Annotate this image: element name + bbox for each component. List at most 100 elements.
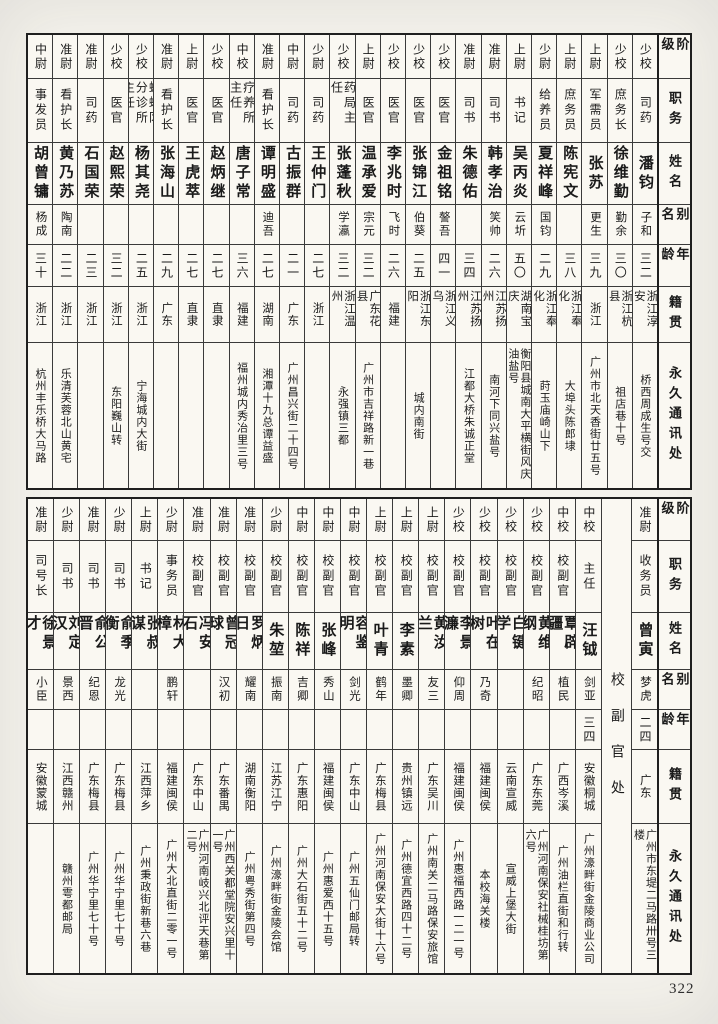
cell-rank: 少校 xyxy=(503,505,518,534)
cell-name: 吴丙炎 xyxy=(506,142,531,204)
cell-alias xyxy=(229,204,254,244)
person-column: 少校 庶务长 徐维勤 勤余 三〇 浙江杭县 祖店巷十号 xyxy=(606,35,632,488)
cell-alias: 吉卿 xyxy=(288,669,314,709)
cell-age xyxy=(53,709,80,749)
cell-name: 黄维纲 xyxy=(523,612,549,669)
cell-address: 大埠头陈郎埭 xyxy=(557,342,582,488)
cell-rank: 准尉 xyxy=(242,505,257,534)
cell-rank: 准尉 xyxy=(260,42,275,71)
cell-origin: 贵州镇远 xyxy=(393,749,419,823)
cell-name: 陈宪文 xyxy=(557,142,582,204)
cell-duty: 司书 xyxy=(80,540,106,612)
cell-alias: 振南 xyxy=(262,669,288,709)
cell-rank: 准尉 xyxy=(461,42,476,71)
cell-origin: 广东惠阳 xyxy=(288,749,314,823)
header-address-label: 永久通讯处 xyxy=(659,342,690,488)
cell-duty: 校副官 xyxy=(184,540,210,612)
person-column: 上尉 军需员 张苏 更生 三九 浙江 广州市北天香街廿五号 xyxy=(581,35,607,488)
cell-address: 广州濠畔街金陵商业公司 xyxy=(575,823,601,973)
cell-rank: 少校 xyxy=(436,42,451,71)
person-column: 少校 医官 赵炳继 二七 直隶 xyxy=(203,35,229,488)
cell-name: 曾寅 xyxy=(631,612,657,669)
cell-rank: 上尉 xyxy=(399,505,414,534)
cell-duty: 司号长 xyxy=(27,540,53,612)
section-title: 校副官处 xyxy=(608,672,624,816)
cell-alias: 乃奇 xyxy=(471,669,497,709)
cell-age: 三六 xyxy=(229,244,254,286)
person-column: 少校 医官 张锦江 伯葵 二五 浙江东阳 城内南街 xyxy=(404,35,431,488)
cell-rank: 上尉 xyxy=(588,42,602,71)
cell-origin: 湖南 xyxy=(254,286,279,342)
cell-age xyxy=(80,709,106,749)
person-column: 少校 司药 潘钧 子和 三二 浙江淳安 桥西周成生号交 xyxy=(631,35,657,488)
cell-origin: 福建闽侯 xyxy=(445,749,471,823)
cell-origin: 广东番禺 xyxy=(210,749,236,823)
cell-name: 朱堃 xyxy=(262,612,288,669)
cell-name: 李兆时 xyxy=(380,142,405,204)
cell-duty: 校副官 xyxy=(523,540,549,612)
cell-duty: 书记 xyxy=(132,540,158,612)
cell-duty: 给养员 xyxy=(531,78,557,142)
roster-table-top: 阶级 职务 姓名 别名 年龄 籍贯 永久通讯处 少校 司药 潘钧 子和 三二 浙江淳安 桥西周成生号交 少校… xyxy=(26,33,692,490)
person-column: 上尉 庶务员 陈宪文 三八 浙江奉化 大埠头陈郎埭 xyxy=(556,35,582,488)
cell-rank: 准尉 xyxy=(86,505,101,534)
cell-age: 四一 xyxy=(431,244,456,286)
person-column: 中校 疗养所主任 唐子常 三六 福建 福州城内秀冶里三号 xyxy=(228,35,254,488)
cell-origin: 云南宣威 xyxy=(497,749,523,823)
cell-address: 广州市北天香街廿五号 xyxy=(582,342,607,488)
cell-origin: 江苏扬州 xyxy=(481,286,506,342)
cell-duty: 校副官 xyxy=(419,540,445,612)
cell-age xyxy=(471,709,497,749)
cell-origin: 浙江淳安 xyxy=(632,286,657,342)
cell-origin: 广东中山 xyxy=(184,749,210,823)
person-column: 中尉 校副官 陈祥 吉卿 广东惠阳 广州大石街五十二号 xyxy=(287,499,314,973)
cell-address: 乐清芙蓉北山黄宅 xyxy=(53,342,78,488)
cell-name: 覃辟疆 xyxy=(549,612,575,669)
cell-duty: 看护长 xyxy=(53,78,78,142)
cell-name: 黄汝兰 xyxy=(419,612,445,669)
cell-alias: 宗元 xyxy=(355,204,380,244)
cell-age xyxy=(314,709,340,749)
cell-alias: 秀山 xyxy=(314,669,340,709)
cell-name: 黄乃苏 xyxy=(53,142,78,204)
cell-age: 二四 xyxy=(631,709,657,749)
cell-address: 湘潭十九总谭益盛 xyxy=(254,342,279,488)
cell-duty: 司药 xyxy=(305,78,330,142)
cell-alias: 剑亚 xyxy=(575,669,601,709)
person-column: 少校 校副官 李景濂 仰周 福建闽侯 广州惠福西路一二一号 xyxy=(444,499,471,973)
cell-name: 王虎萃 xyxy=(179,142,204,204)
cell-alias: 飞时 xyxy=(380,204,405,244)
person-column: 少校蝴蝶冈分诊所主任杨其尧二五浙江宁海城内大街 xyxy=(127,35,153,488)
person-column: 准尉 司号长 徐景才 小臣 安徽蒙城 xyxy=(27,499,53,973)
cell-age xyxy=(236,709,262,749)
cell-origin: 浙江东阳 xyxy=(405,286,431,342)
roster-table-bottom: 阶级 职务 姓名 别名 年龄 籍贯 永久通讯处 准尉 收务员 曾寅 梦虎 二四 广东 广州市东堤二马路卅号… xyxy=(26,497,692,975)
cell-rank: 准尉 xyxy=(58,42,73,71)
cell-duty: 医官 xyxy=(405,78,431,142)
cell-origin: 广东中山 xyxy=(340,749,367,823)
cell-alias xyxy=(184,669,210,709)
cell-age: 三八 xyxy=(557,244,582,286)
cell-age xyxy=(549,709,575,749)
cell-name: 王仲门 xyxy=(305,142,330,204)
cell-name: 唐子常 xyxy=(229,142,254,204)
cell-rank: 上尉 xyxy=(184,42,199,71)
cell-duty: 庶务员 xyxy=(557,78,582,142)
cell-rank: 少校 xyxy=(411,42,426,71)
person-column: 少校 校副官 叶在树 乃奇 福建闽侯 本校海关楼 xyxy=(470,499,497,973)
header-address-label: 永久通讯处 xyxy=(659,823,690,973)
cell-age xyxy=(158,709,184,749)
cell-rank: 少校 xyxy=(638,42,653,71)
cell-age xyxy=(106,709,132,749)
header-age-label: 年龄 xyxy=(659,709,690,749)
cell-alias: 云圻 xyxy=(506,204,531,244)
cell-alias: 景西 xyxy=(53,669,80,709)
cell-origin: 广东花县 xyxy=(355,286,380,342)
cell-age: 三四 xyxy=(575,709,601,749)
cell-rank: 少校 xyxy=(109,42,124,71)
cell-rank: 中校 xyxy=(555,505,570,534)
cell-age xyxy=(445,709,471,749)
cell-address: 广州河南保安社械桂坊第六号 xyxy=(523,823,549,973)
cell-rank: 中尉 xyxy=(320,505,335,534)
